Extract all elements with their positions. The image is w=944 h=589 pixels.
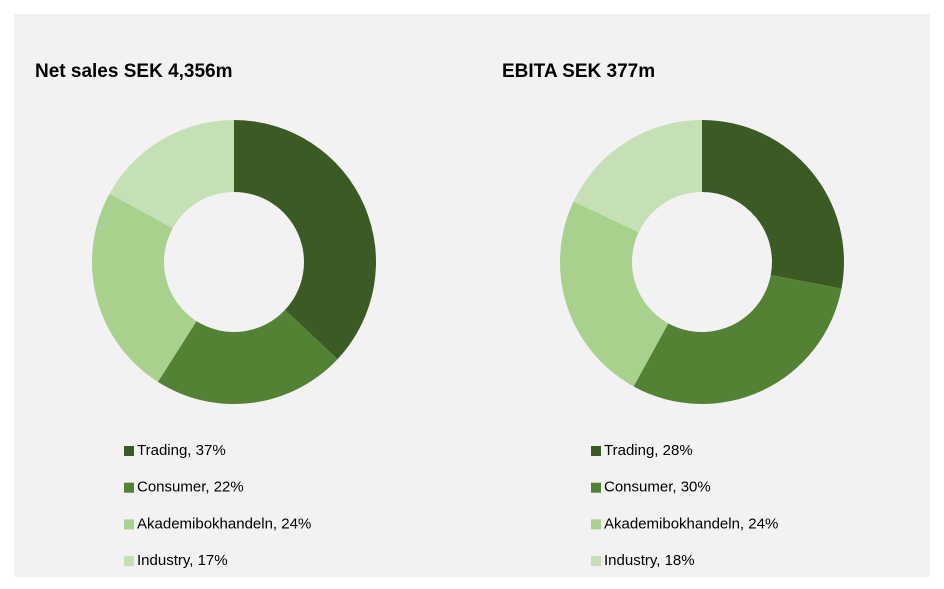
legend-label: Akademibokhandeln, 24%	[604, 515, 778, 532]
donut-slice	[573, 120, 702, 233]
donut-slice	[109, 120, 234, 229]
chart-title: EBITA SEK 377m	[502, 61, 655, 82]
donut-slice	[702, 120, 844, 289]
legend-swatch	[124, 446, 134, 456]
donut-slice	[560, 201, 669, 387]
donut-slice	[234, 120, 376, 360]
legend-swatch	[591, 482, 601, 493]
chart-title: Net sales SEK 4,356m	[35, 61, 233, 82]
legend-label: Industry, 17%	[137, 552, 228, 569]
legend-label: Trading, 28%	[604, 442, 693, 459]
legend-swatch	[124, 556, 134, 567]
donut-slice	[91, 193, 197, 382]
donut-slice	[157, 309, 338, 404]
legend-swatch	[591, 519, 601, 530]
legend-label: Trading, 37%	[137, 442, 226, 459]
legend-swatch	[591, 556, 601, 567]
legend-swatch	[124, 519, 134, 530]
legend-swatch	[124, 482, 134, 493]
legend-label: Consumer, 30%	[604, 479, 711, 496]
legend-label: Consumer, 22%	[137, 479, 244, 496]
legend-label: Akademibokhandeln, 24%	[137, 515, 311, 532]
donut-slice	[633, 275, 842, 404]
legend-label: Industry, 18%	[604, 552, 695, 569]
legend-swatch	[591, 446, 601, 456]
